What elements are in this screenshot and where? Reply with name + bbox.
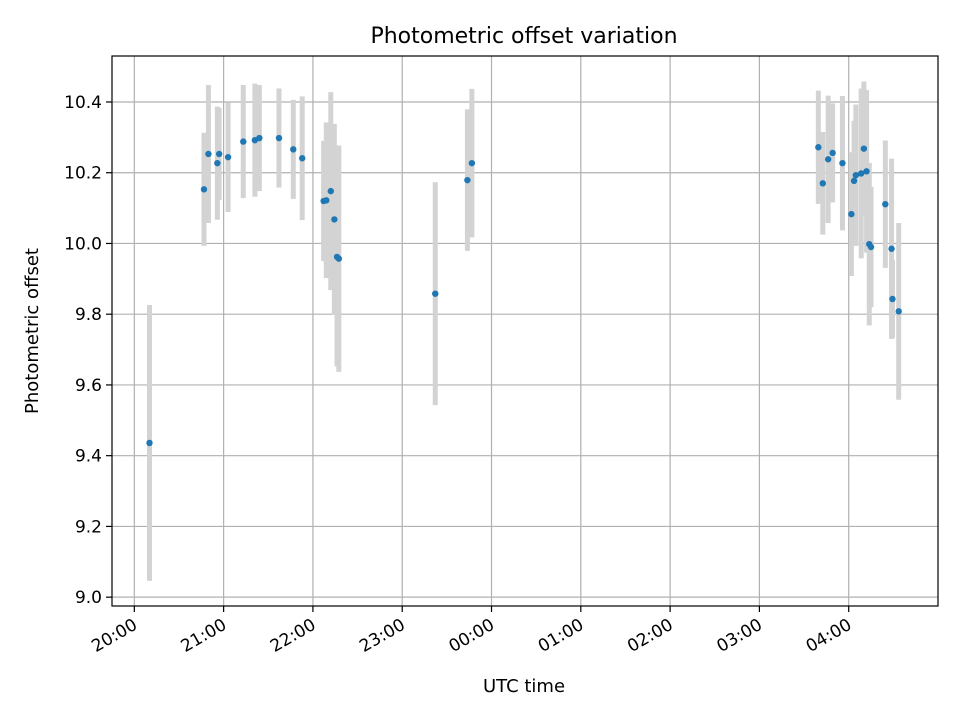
data-point [895, 308, 902, 315]
data-point [464, 176, 471, 184]
data-point [819, 180, 827, 187]
data-point [824, 156, 832, 163]
y-tick-label: 9.0 [75, 588, 102, 608]
data-point [889, 295, 896, 303]
y-axis-label: Photometric offset [22, 248, 43, 414]
data-point [205, 150, 212, 158]
y-tick-label: 9.8 [75, 305, 102, 325]
x-tick-label: 23:00 [356, 615, 408, 657]
data-point [839, 159, 846, 167]
y-tick-label: 9.2 [75, 517, 102, 537]
data-point [867, 243, 875, 251]
plot-frame [111, 55, 939, 607]
data-point [215, 150, 223, 158]
data-point [863, 168, 870, 175]
data-point [275, 134, 283, 142]
data-point [200, 186, 208, 193]
data-point [327, 187, 334, 195]
data-point [815, 144, 822, 151]
data-point [214, 159, 221, 167]
x-axis-label: UTC time [483, 676, 565, 697]
grid-lines [112, 56, 938, 606]
data-points [146, 134, 902, 447]
y-tick-label: 10.0 [64, 234, 102, 254]
x-tick-label: 20:00 [88, 615, 140, 657]
x-tick-label: 03:00 [713, 615, 765, 657]
x-tick-label: 00:00 [446, 615, 498, 657]
data-point [146, 439, 153, 447]
data-point [290, 146, 297, 153]
x-axis-ticks: 20:00 21:00 22:00 23:00 00:00 01:00 02:00 03:00… [88, 606, 855, 657]
data-point [888, 245, 895, 252]
data-point [850, 177, 858, 185]
x-tick-label: 02:00 [624, 615, 676, 657]
data-point [335, 255, 343, 262]
x-tick-label: 01:00 [535, 615, 587, 657]
data-point [882, 200, 889, 208]
error-bars [147, 81, 902, 581]
data-point [468, 159, 476, 167]
data-point [848, 210, 855, 218]
y-tick-label: 10.4 [64, 93, 102, 113]
data-point [299, 155, 306, 162]
data-point [323, 197, 330, 204]
data-point [858, 170, 865, 177]
data-point [860, 145, 868, 152]
y-tick-label: 10.2 [64, 164, 102, 184]
y-tick-label: 9.6 [75, 376, 102, 396]
y-tick-label: 9.4 [75, 447, 102, 467]
chart-title: Photometric offset variation [370, 24, 677, 49]
x-tick-label: 21:00 [178, 615, 230, 657]
y-axis-ticks: 9.0 9.2 9.4 9.6 9.8 10.0 10.2 10.4 [64, 93, 112, 608]
data-point [240, 138, 247, 145]
data-point [331, 216, 338, 223]
x-tick-label: 04:00 [803, 615, 855, 657]
data-point [432, 290, 439, 297]
data-point [256, 134, 263, 142]
data-point [852, 171, 860, 179]
x-tick-label: 22:00 [267, 615, 319, 657]
data-point [224, 153, 232, 161]
data-point [829, 149, 836, 157]
